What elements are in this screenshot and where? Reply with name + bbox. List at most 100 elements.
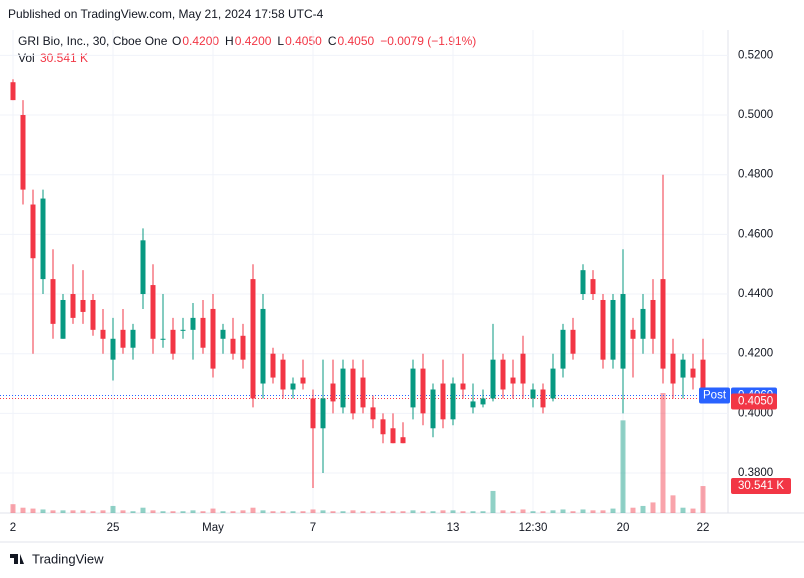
volume-bar — [470, 511, 476, 513]
candle-body — [360, 377, 366, 408]
volume-bar — [140, 507, 146, 513]
candle-body — [650, 299, 656, 339]
volume-bar — [380, 511, 386, 513]
candle-body — [420, 368, 426, 414]
candle-body — [260, 308, 266, 384]
volume-bar — [600, 510, 606, 513]
volume-bar — [530, 511, 536, 513]
candle-body — [50, 279, 56, 324]
volume-bar — [490, 490, 496, 513]
last-price-label: 0.4050 — [738, 395, 773, 407]
volume-bar — [250, 507, 256, 513]
volume-bar — [40, 509, 46, 513]
candle-body — [400, 437, 406, 444]
volume-bar — [570, 511, 576, 513]
x-tick-label: 7 — [310, 522, 316, 534]
candle-body — [620, 294, 626, 369]
x-tick-label: 25 — [107, 522, 120, 534]
candle-body — [300, 377, 306, 384]
ohlc-key: C — [328, 34, 337, 48]
volume-bar — [90, 511, 96, 513]
volume-bar — [430, 511, 436, 513]
candle-body — [250, 279, 256, 399]
candle-body — [330, 383, 336, 402]
candle-body — [520, 353, 526, 384]
candle-body — [380, 419, 386, 435]
y-tick-label: 0.3800 — [738, 467, 773, 479]
candle-body — [270, 353, 276, 378]
volume-bar — [260, 510, 266, 513]
volume-bar — [280, 511, 286, 513]
volume-bar — [340, 511, 346, 513]
volume-bar — [10, 504, 16, 513]
volume-bar — [550, 510, 556, 513]
candle-body — [460, 383, 466, 390]
candle-body — [480, 398, 486, 405]
candle-body — [660, 279, 666, 369]
candle-body — [500, 359, 506, 390]
candle-body — [510, 377, 516, 384]
volume-bar — [190, 510, 196, 513]
volume-bar — [130, 511, 136, 513]
candle-body — [340, 368, 346, 408]
volume-bar — [50, 510, 56, 513]
logo — [10, 554, 24, 564]
candle-body — [240, 335, 246, 360]
volume-bar — [660, 393, 666, 513]
candle-body — [60, 299, 66, 339]
candle-body — [30, 204, 36, 259]
volume-bar — [690, 508, 696, 513]
candle-body — [440, 383, 446, 420]
volume-bar — [640, 505, 646, 513]
candle-body — [680, 359, 686, 378]
last-price-label-bg — [731, 393, 777, 410]
candle-body — [560, 329, 566, 369]
candle-body — [390, 428, 396, 444]
volume-bar — [580, 509, 586, 513]
candle-body — [10, 82, 16, 101]
volume-bar — [460, 511, 466, 513]
volume-bar — [420, 511, 426, 513]
volume-bar — [400, 511, 406, 513]
y-tick-label: 0.4800 — [738, 169, 773, 181]
volume-bar — [200, 511, 206, 513]
volume-bar — [370, 511, 376, 513]
volume-bar — [290, 511, 296, 513]
volume-bar — [350, 510, 356, 513]
candle-body — [430, 389, 436, 429]
candle-body — [470, 401, 476, 408]
candle-body — [70, 294, 76, 318]
volume-bar — [80, 510, 86, 513]
candle-body — [540, 389, 546, 408]
volume-bar — [480, 511, 486, 513]
y-tick-label: 0.4200 — [738, 348, 773, 360]
volume-bar — [210, 508, 216, 513]
volume-bar — [440, 510, 446, 513]
volume-bar — [20, 507, 26, 513]
candle-body — [120, 329, 126, 348]
candle-body — [90, 299, 96, 330]
x-tick-label: 2 — [10, 522, 16, 534]
volume-bar — [590, 510, 596, 513]
y-tick-label: 0.4400 — [738, 288, 773, 300]
volume-tag-bg — [731, 478, 791, 495]
candle-body — [600, 299, 606, 360]
candle-body — [610, 299, 616, 360]
candle-body — [170, 329, 176, 354]
candle-body — [100, 329, 106, 339]
candle-body — [130, 329, 136, 348]
candle-body — [40, 198, 46, 280]
candle-body — [690, 368, 696, 378]
volume-bar — [510, 511, 516, 513]
candle-body — [160, 338, 166, 340]
candle-body — [280, 359, 286, 390]
candle-body — [590, 279, 596, 295]
symbol: GRI Bio, Inc., 30, Cboe One — [18, 34, 168, 48]
x-tick-label: 12:30 — [519, 522, 548, 534]
volume-bar — [410, 510, 416, 513]
candle-body — [150, 285, 156, 339]
candle-body — [580, 270, 586, 295]
candle-body — [230, 338, 236, 354]
volume-bar — [180, 511, 186, 513]
